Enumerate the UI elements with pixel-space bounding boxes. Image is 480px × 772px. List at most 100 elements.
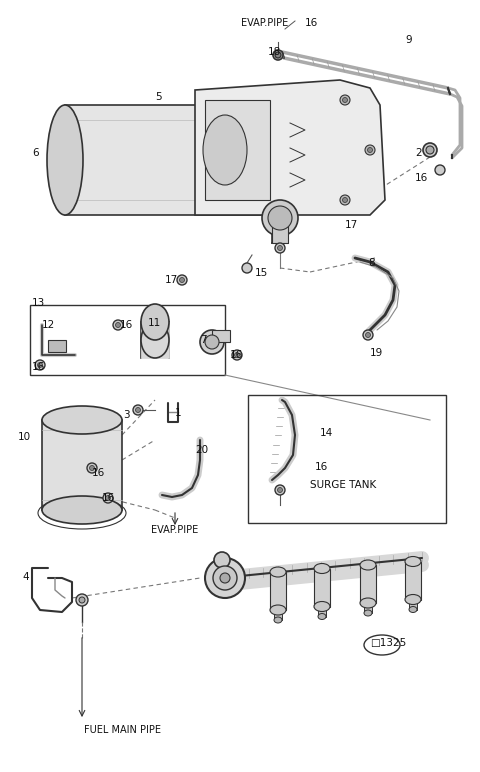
Circle shape bbox=[343, 198, 348, 202]
Bar bbox=[270, 572, 286, 610]
Text: 2: 2 bbox=[415, 148, 421, 158]
Circle shape bbox=[275, 485, 285, 495]
Text: 3: 3 bbox=[123, 410, 130, 420]
Circle shape bbox=[365, 145, 375, 155]
Circle shape bbox=[37, 363, 43, 367]
Bar bbox=[364, 603, 372, 613]
Circle shape bbox=[365, 333, 371, 337]
Ellipse shape bbox=[360, 598, 376, 608]
Circle shape bbox=[205, 558, 245, 598]
Ellipse shape bbox=[42, 406, 122, 434]
Circle shape bbox=[177, 275, 187, 285]
Text: 13: 13 bbox=[32, 298, 45, 308]
Ellipse shape bbox=[270, 567, 286, 577]
Circle shape bbox=[135, 408, 141, 412]
Text: 16: 16 bbox=[120, 320, 133, 330]
Ellipse shape bbox=[262, 200, 298, 236]
Bar bbox=[318, 607, 326, 617]
Bar bbox=[409, 600, 417, 610]
Bar bbox=[272, 218, 288, 243]
Circle shape bbox=[180, 277, 184, 283]
Text: 20: 20 bbox=[195, 445, 208, 455]
Bar bbox=[314, 568, 330, 607]
Circle shape bbox=[106, 496, 110, 500]
Text: EVAP.PIPE: EVAP.PIPE bbox=[151, 525, 199, 535]
Text: 16: 16 bbox=[32, 362, 45, 372]
Circle shape bbox=[232, 350, 242, 360]
Circle shape bbox=[277, 487, 283, 493]
Text: 17: 17 bbox=[165, 275, 178, 285]
Text: 8: 8 bbox=[368, 258, 374, 268]
Text: 16: 16 bbox=[230, 350, 243, 360]
Ellipse shape bbox=[42, 496, 122, 524]
Text: 15: 15 bbox=[255, 268, 268, 278]
Circle shape bbox=[35, 360, 45, 370]
Text: 16: 16 bbox=[102, 493, 115, 503]
Circle shape bbox=[213, 566, 237, 590]
Circle shape bbox=[220, 573, 230, 583]
Bar bbox=[65, 105, 265, 215]
Circle shape bbox=[277, 245, 283, 250]
Text: 16: 16 bbox=[305, 18, 318, 28]
Ellipse shape bbox=[364, 610, 372, 616]
Circle shape bbox=[426, 146, 434, 154]
Bar bbox=[274, 610, 282, 620]
Bar bbox=[405, 561, 421, 600]
Ellipse shape bbox=[270, 605, 286, 615]
Ellipse shape bbox=[203, 115, 247, 185]
Ellipse shape bbox=[360, 560, 376, 570]
Ellipse shape bbox=[318, 614, 326, 619]
Text: 16: 16 bbox=[92, 468, 105, 478]
Text: 11: 11 bbox=[148, 318, 161, 328]
Text: 6: 6 bbox=[32, 148, 38, 158]
Ellipse shape bbox=[409, 607, 417, 612]
Text: 9: 9 bbox=[405, 35, 412, 45]
Text: SURGE TANK: SURGE TANK bbox=[310, 480, 376, 490]
Ellipse shape bbox=[314, 564, 330, 574]
Polygon shape bbox=[195, 80, 385, 215]
Text: 16: 16 bbox=[315, 462, 328, 472]
Circle shape bbox=[200, 330, 224, 354]
Circle shape bbox=[273, 50, 283, 60]
Text: 5: 5 bbox=[155, 92, 162, 102]
Ellipse shape bbox=[274, 617, 282, 623]
Circle shape bbox=[76, 594, 88, 606]
Text: 12: 12 bbox=[42, 320, 55, 330]
Ellipse shape bbox=[314, 601, 330, 611]
Circle shape bbox=[368, 147, 372, 153]
Text: 7: 7 bbox=[200, 335, 206, 345]
Bar bbox=[42, 420, 122, 510]
Ellipse shape bbox=[405, 594, 421, 604]
Text: FUEL MAIN PIPE: FUEL MAIN PIPE bbox=[84, 725, 160, 735]
Ellipse shape bbox=[268, 206, 292, 230]
Ellipse shape bbox=[364, 635, 400, 655]
Circle shape bbox=[343, 97, 348, 103]
Bar bbox=[48, 340, 66, 352]
Bar bbox=[360, 565, 376, 603]
Bar bbox=[205, 100, 270, 200]
Circle shape bbox=[340, 195, 350, 205]
Circle shape bbox=[79, 597, 85, 603]
Circle shape bbox=[275, 52, 281, 58]
Circle shape bbox=[214, 552, 230, 568]
Ellipse shape bbox=[141, 304, 169, 340]
Circle shape bbox=[435, 165, 445, 175]
Text: 4: 4 bbox=[22, 572, 29, 582]
Text: 17: 17 bbox=[345, 220, 358, 230]
Ellipse shape bbox=[47, 105, 83, 215]
Text: 10: 10 bbox=[18, 432, 31, 442]
Circle shape bbox=[113, 320, 123, 330]
Text: EVAP.PIPE: EVAP.PIPE bbox=[241, 18, 288, 28]
Circle shape bbox=[275, 243, 285, 253]
Bar bbox=[248, 395, 446, 523]
Circle shape bbox=[363, 330, 373, 340]
Text: 19: 19 bbox=[370, 348, 383, 358]
Bar bbox=[30, 305, 225, 375]
Text: 18: 18 bbox=[268, 47, 281, 57]
Circle shape bbox=[340, 95, 350, 105]
Ellipse shape bbox=[141, 322, 169, 358]
Circle shape bbox=[133, 405, 143, 415]
Bar bbox=[212, 330, 230, 342]
Text: 16: 16 bbox=[415, 173, 428, 183]
Text: 1: 1 bbox=[175, 408, 181, 418]
